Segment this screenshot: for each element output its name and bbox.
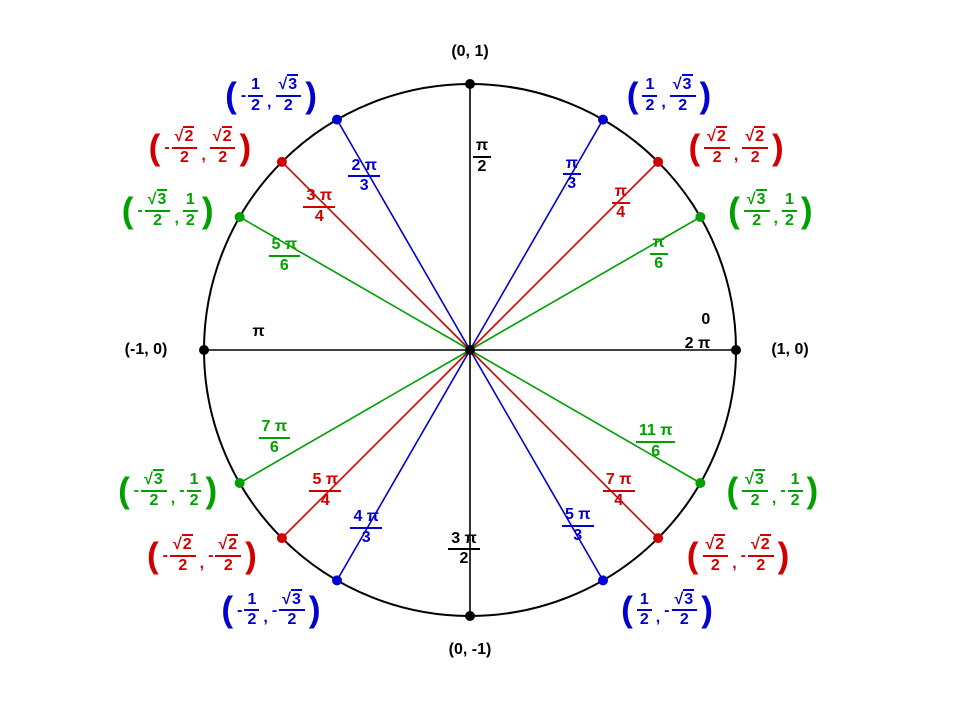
coord-label-0: (1, 0) <box>771 341 808 359</box>
angle-label-330: 11 π6 <box>636 423 676 461</box>
coord-label-315: (√22,-√22) <box>687 537 790 575</box>
angle-label-120: 2 π3 <box>348 158 380 196</box>
coord-label-30: (√32,12) <box>728 192 812 230</box>
angle-label-150: 5 π6 <box>269 237 301 275</box>
angle-label-300: 5 π3 <box>562 507 594 545</box>
angle-label-180: π <box>252 323 264 341</box>
angle-label-225: 5 π4 <box>309 472 341 510</box>
coord-label-300: (12,-√32) <box>621 592 713 630</box>
coord-label-225: (-√22,-√22) <box>147 537 257 575</box>
coord-label-150: (-√32,12) <box>122 192 214 230</box>
coord-label-270: (0, -1) <box>449 641 492 659</box>
angle-label-135: 3 π4 <box>303 188 335 226</box>
unit-circle-diagram: 02 π π6 π4 π3 π2 2 π3 3 π45 π6 π 7 π6 5 π4 4 π3 3 π… <box>0 0 960 720</box>
angle-label-210: 7 π6 <box>259 419 291 457</box>
angle-label-315: 7 π4 <box>603 472 635 510</box>
unit-circle-svg <box>0 0 960 720</box>
coord-label-90: (0, 1) <box>451 43 488 61</box>
angle-label-240: 4 π3 <box>350 509 382 547</box>
angle-label-30: π6 <box>650 235 668 273</box>
angle-label-270: 3 π2 <box>448 531 480 569</box>
coord-label-45: (√22,√22) <box>688 129 783 167</box>
coord-label-120: (-12,√32) <box>225 77 317 115</box>
coord-label-60: (12,√32) <box>627 77 711 115</box>
coord-label-330: (√32,-12) <box>726 472 818 510</box>
angle-label-45: π4 <box>612 184 630 222</box>
coord-label-210: (-√32,-12) <box>118 472 217 510</box>
coord-label-240: (-12,-√32) <box>221 592 320 630</box>
coord-label-135: (-√22,√22) <box>149 129 252 167</box>
angle-label-0: 02 π <box>685 311 711 353</box>
angle-label-60: π3 <box>563 156 581 194</box>
angle-label-90: π2 <box>473 138 491 176</box>
coord-label-180: (-1, 0) <box>125 341 168 359</box>
